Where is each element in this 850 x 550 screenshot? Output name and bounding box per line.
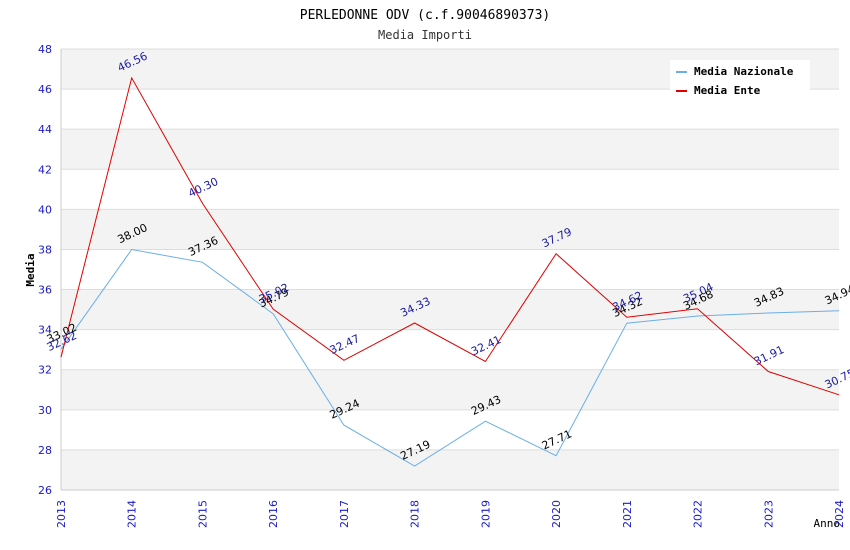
x-tick-label: 2017 [338, 500, 351, 528]
y-tick-label: 26 [38, 484, 52, 497]
legend: Media Nazionale Media Ente [670, 60, 810, 102]
y-tick-label: 34 [38, 324, 52, 337]
y-tick-label: 46 [38, 83, 52, 96]
data-label: 32.41 [469, 333, 503, 358]
series-lines [60, 76, 840, 467]
x-tick-label: 2024 [833, 500, 846, 528]
series-line-media-ente [60, 76, 840, 396]
x-tick-label: 2013 [55, 500, 68, 528]
y-tick-label: 30 [38, 404, 52, 417]
band [61, 449, 839, 490]
legend-label-media-ente: Media Ente [694, 84, 761, 97]
x-tick-label: 2023 [762, 500, 775, 528]
x-tick-label: 2020 [550, 500, 563, 528]
y-tick-labels: 26 28 30 32 34 36 38 40 42 44 46 48 [38, 43, 52, 497]
legend-label-media-nazionale: Media Nazionale [694, 65, 794, 78]
band [61, 369, 839, 410]
band [61, 289, 839, 330]
y-tick-label: 32 [38, 364, 52, 377]
background-bands [61, 49, 839, 490]
x-tick-label: 2021 [621, 500, 634, 528]
y-axis-title: Media [24, 253, 37, 286]
chart-title: PERLEDONNE ODV (c.f.90046890373) [300, 8, 550, 23]
data-label: 31.91 [752, 343, 786, 368]
data-label: 40.30 [186, 175, 220, 200]
y-tick-label: 40 [38, 203, 52, 216]
band [61, 209, 839, 250]
axes [60, 49, 839, 491]
x-tick-label: 2016 [267, 500, 280, 528]
chart-subtitle: Media Importi [378, 28, 472, 42]
y-tick-label: 42 [38, 163, 52, 176]
x-tick-label: 2018 [409, 500, 422, 528]
x-tick-label: 2014 [126, 500, 139, 528]
series-line-media-nazionale [60, 248, 840, 467]
y-tick-label: 38 [38, 243, 52, 256]
x-tick-label: 2015 [196, 500, 209, 528]
y-tick-label: 48 [38, 43, 52, 56]
x-tick-labels: 2013 2014 2015 2016 2017 2018 2019 2020 2021 2022… [55, 500, 846, 528]
y-tick-label: 44 [38, 123, 52, 136]
x-axis-title: Anno [814, 517, 841, 530]
x-tick-label: 2019 [479, 500, 492, 528]
legend-box [670, 60, 810, 102]
data-label: 27.71 [540, 427, 574, 452]
x-tick-label: 2022 [692, 500, 705, 528]
band [61, 129, 839, 170]
y-tick-label: 36 [38, 284, 52, 297]
y-tick-label: 28 [38, 444, 52, 457]
grid-lines [61, 48, 839, 491]
